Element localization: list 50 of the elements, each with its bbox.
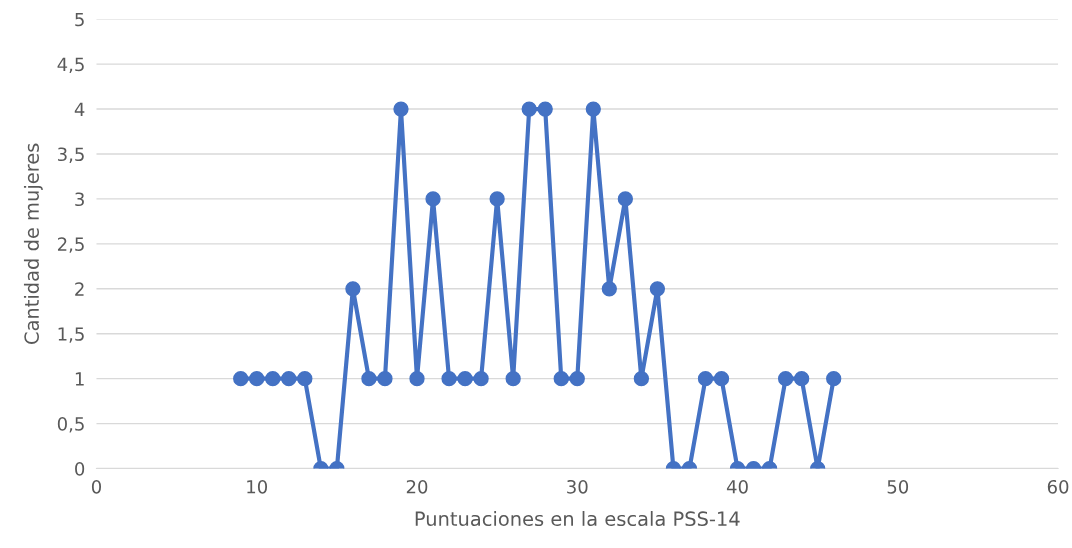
- point: [393, 101, 409, 117]
- point: [297, 371, 313, 387]
- point: [521, 101, 537, 117]
- point: [281, 371, 297, 387]
- point: [265, 371, 281, 387]
- y-tick-label: 2,5: [57, 237, 84, 253]
- point: [441, 371, 457, 387]
- y-tick-label: 3: [75, 192, 84, 207]
- point: [361, 371, 377, 387]
- point: [505, 371, 521, 387]
- point: [249, 371, 265, 387]
- point: [601, 281, 617, 297]
- point: [585, 101, 601, 117]
- y-tick-label: 5: [75, 12, 84, 27]
- point: [409, 371, 425, 387]
- x-tick-label: 30: [567, 479, 588, 494]
- point: [425, 191, 441, 207]
- point: [649, 281, 666, 297]
- y-tick-label: 1,5: [58, 327, 84, 343]
- y-tick-label: 4: [74, 102, 85, 116]
- point: [794, 371, 810, 387]
- point: [697, 371, 714, 387]
- y-tick-label: 4,5: [57, 57, 84, 74]
- point: [826, 371, 842, 387]
- point: [569, 371, 585, 387]
- point: [553, 371, 569, 387]
- x-tick-label: 20: [406, 479, 428, 494]
- y-tick-label: 1: [75, 372, 84, 386]
- point: [473, 371, 489, 387]
- point: [457, 371, 473, 387]
- y-tick-label: 3,5: [58, 147, 84, 163]
- point: [377, 371, 393, 387]
- point: [345, 281, 361, 297]
- x-tick-label: 10: [247, 479, 268, 494]
- y-tick-label: 0,5: [57, 417, 84, 433]
- point: [777, 371, 794, 387]
- point: [633, 371, 650, 387]
- y-axis-title: Cantidad de mujeres: [23, 143, 43, 344]
- x-tick-label: 60: [1047, 479, 1069, 494]
- x-tick-label: 50: [887, 479, 909, 494]
- point: [233, 371, 249, 387]
- point: [713, 371, 730, 387]
- point: [537, 101, 553, 117]
- x-tick-label: 0: [91, 479, 102, 494]
- y-tick-label: 0: [75, 462, 85, 476]
- x-tick-label: 40: [726, 479, 748, 494]
- point: [489, 191, 505, 207]
- point: [617, 191, 633, 207]
- x-axis-title: Puntuaciones en la escala PSS-14: [415, 511, 740, 527]
- y-tick-label: 2: [75, 282, 84, 296]
